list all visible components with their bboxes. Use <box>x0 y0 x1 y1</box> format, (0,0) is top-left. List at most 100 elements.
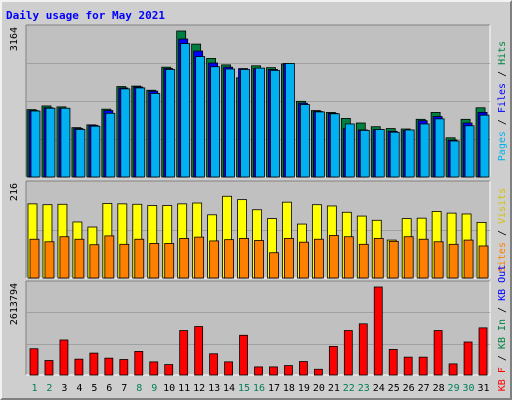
kbytes-bar <box>478 327 488 376</box>
pages-bar <box>75 129 86 178</box>
pages-bar <box>374 129 385 178</box>
day-label: 9 <box>151 383 157 394</box>
kbytes-bar <box>328 345 338 376</box>
kbytes-panel-axis-label-part: KB Out <box>497 265 508 301</box>
sites-bar <box>328 235 339 279</box>
pages-bar <box>359 129 370 178</box>
sites-bar <box>104 235 115 279</box>
day-label: 15 <box>238 383 250 394</box>
pages-bar <box>90 125 101 178</box>
pages-bar <box>314 111 325 178</box>
sites-bar <box>194 236 205 279</box>
day-label: 19 <box>298 383 310 394</box>
kbytes-bar <box>448 363 458 376</box>
pages-bar <box>285 63 295 178</box>
kbytes-bar <box>29 348 39 376</box>
kbytes-panel-max-label: 2613794 <box>9 283 20 325</box>
kbytes-panel-axis-label: KB F / KB In / KB Out <box>497 265 508 391</box>
kbytes-bar <box>388 349 398 376</box>
sites-bar <box>299 241 309 279</box>
day-label: 7 <box>121 383 127 394</box>
pages-bar <box>255 67 265 178</box>
kbytes-bar <box>254 366 263 376</box>
pages-bar <box>210 66 221 178</box>
kbytes-bar <box>149 361 159 376</box>
kbytes-bar <box>284 365 293 376</box>
day-label: 8 <box>136 383 142 394</box>
hits-panel-axis-label-part: Hits <box>497 41 508 65</box>
visits-panel-axis-label-part: / <box>497 224 508 242</box>
kbytes-bar <box>194 326 204 376</box>
kbytes-bar <box>358 323 368 376</box>
hits-panel-max-label: 3164 <box>9 27 20 51</box>
pages-bar <box>434 118 445 178</box>
pages-bar <box>240 69 250 178</box>
visits-panel-max-label: 216 <box>9 183 20 201</box>
pages-bar <box>30 110 41 178</box>
pages-bar <box>270 70 280 178</box>
pages-bar <box>329 113 340 178</box>
pages-bar <box>135 87 146 178</box>
day-label: 24 <box>373 383 385 394</box>
sites-bar <box>373 237 384 279</box>
kbytes-bar <box>59 339 69 376</box>
day-label: 28 <box>433 383 445 394</box>
day-label: 25 <box>388 383 400 394</box>
hits-panel-axis-label-part: Pages <box>497 131 508 161</box>
pages-bar <box>464 125 475 178</box>
pages-bar <box>165 69 176 178</box>
day-label: 27 <box>418 383 430 394</box>
day-label: 5 <box>91 383 97 394</box>
hits-panel-axis-label: Pages / Files / Hits <box>497 41 508 161</box>
day-label: 3 <box>61 383 67 394</box>
kbytes-bar <box>299 361 308 376</box>
pages-bar <box>225 68 235 178</box>
sites-bar <box>448 243 459 279</box>
sites-bar <box>254 240 264 279</box>
hits-panel-axis-label-part: / <box>497 113 508 131</box>
sites-bar <box>284 237 294 279</box>
day-label: 14 <box>223 383 235 394</box>
kbytes-panel-axis-label-part: KB In <box>497 319 508 349</box>
sites-bar <box>44 241 55 279</box>
sites-bar <box>358 243 369 279</box>
sites-bar <box>29 238 40 279</box>
sites-bar <box>343 236 354 279</box>
sites-bar <box>418 238 429 279</box>
sites-bar <box>209 240 220 279</box>
day-label: 23 <box>358 383 370 394</box>
kbytes-bar <box>433 330 443 376</box>
kbytes-panel-axis-label-part: / <box>497 301 508 319</box>
visits-panel-axis-label-part: Sites <box>497 242 508 272</box>
kbytes-bar <box>44 360 54 376</box>
kbytes-bar <box>119 359 129 376</box>
visits-panel-axis-label-part: Visits <box>497 188 508 224</box>
kbytes-bar <box>313 368 323 376</box>
sites-bar <box>134 238 145 279</box>
pages-bar <box>120 88 131 178</box>
day-label: 17 <box>268 383 280 394</box>
sites-bar <box>403 236 414 279</box>
kbytes-bar <box>418 356 428 376</box>
kbytes-bar <box>164 364 174 376</box>
day-label: 29 <box>448 383 460 394</box>
kbytes-bar <box>74 358 84 376</box>
kbytes-bar <box>403 356 413 376</box>
kbytes-bar <box>134 351 144 376</box>
sites-bar <box>164 243 175 279</box>
kbytes-bar <box>269 366 278 376</box>
day-label: 4 <box>76 383 82 394</box>
day-label: 13 <box>208 383 220 394</box>
chart-title: Daily usage for May 2021 <box>6 9 165 22</box>
day-label: 18 <box>283 383 295 394</box>
pages-bar <box>300 104 310 178</box>
hits-panel-axis-label-part: / <box>497 65 508 83</box>
sites-bar <box>149 243 160 279</box>
visits-panel-axis-label: Sites / Visits <box>497 188 508 272</box>
sites-bar <box>74 238 85 279</box>
kbytes-bar <box>89 352 99 376</box>
sites-bar <box>433 241 444 279</box>
day-label: 26 <box>403 383 415 394</box>
day-label: 30 <box>463 383 475 394</box>
pages-bar <box>60 107 71 178</box>
